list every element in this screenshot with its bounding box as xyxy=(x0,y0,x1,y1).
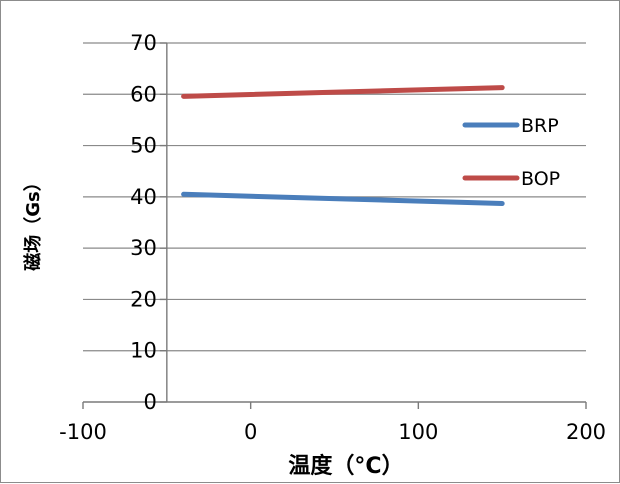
series-line-brp xyxy=(181,191,505,207)
series-lines xyxy=(181,85,505,207)
legend-label-bop: BOP xyxy=(521,168,560,190)
x-tick-label-2: 100 xyxy=(398,420,438,444)
x-tick-label-0: -100 xyxy=(59,420,107,444)
y-tick-label-0: 0 xyxy=(143,390,156,414)
axis-titles: 温度（°C） 磁场（Gs） xyxy=(22,173,404,479)
axes xyxy=(82,42,587,409)
y-tick-label-4: 40 xyxy=(130,185,157,209)
y-tick-label-6: 60 xyxy=(130,82,157,106)
y-tick-label-1: 10 xyxy=(130,339,157,363)
x-axis-title: 温度（°C） xyxy=(288,453,403,479)
y-axis-title: 磁场（Gs） xyxy=(22,173,44,271)
series-line-bop xyxy=(181,85,505,99)
tick-labels: 0 10 20 30 40 50 60 70 -100 0 100 200 xyxy=(59,31,606,444)
x-tick-label-1: 0 xyxy=(244,420,257,444)
y-tick-label-7: 70 xyxy=(130,31,157,55)
y-tick-label-3: 30 xyxy=(130,236,157,260)
x-tick-label-3: 200 xyxy=(566,420,606,444)
y-tick-label-5: 50 xyxy=(130,134,157,158)
legend: BRP BOP xyxy=(462,115,560,190)
legend-label-brp: BRP xyxy=(521,115,559,137)
y-tick-label-2: 20 xyxy=(130,287,157,311)
